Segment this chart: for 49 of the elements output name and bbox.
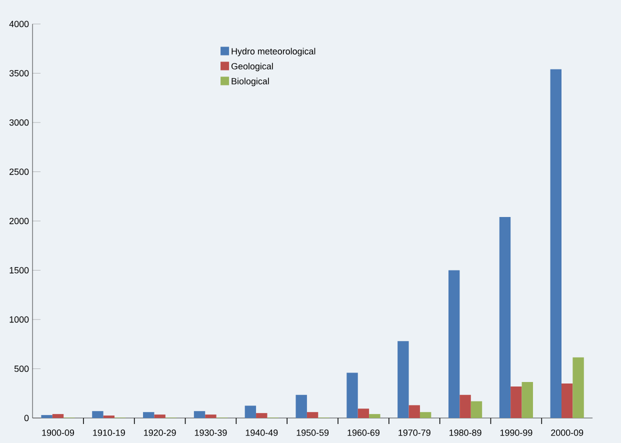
x-tick-label: 1910-19: [93, 430, 125, 436]
bar: [510, 386, 522, 418]
bar: [448, 270, 460, 418]
y-tick-label: 3000: [9, 119, 29, 126]
y-tick-label: 2000: [10, 218, 29, 224]
x-tick-label: 1990-99: [500, 430, 532, 436]
bar: [92, 411, 104, 418]
y-tick-label: 1000: [10, 316, 29, 323]
bar: [420, 412, 432, 418]
y-tick-label: 2500: [10, 168, 29, 175]
bar: [561, 384, 573, 418]
bar: [143, 412, 154, 418]
x-tick-label: 2000-09: [551, 430, 584, 436]
bar: [52, 414, 64, 418]
bar: [522, 382, 533, 418]
x-tick-label: 1980-89: [450, 430, 482, 436]
x-tick-label: 1970-79: [398, 430, 430, 436]
bar: [358, 408, 370, 418]
bar: [408, 405, 420, 418]
bar: [550, 69, 562, 418]
bar: [244, 406, 256, 418]
x-tick-label: 1900-09: [42, 430, 74, 436]
y-tick-label: 0: [24, 414, 29, 422]
bar: [194, 411, 206, 418]
y-tick-label: 3500: [9, 70, 29, 76]
bar: [296, 394, 307, 418]
bar: [470, 401, 482, 418]
bar: [398, 341, 409, 418]
x-tick-label: 1920-29: [144, 430, 176, 436]
bar: [346, 372, 358, 418]
y-tick-label: 500: [14, 366, 29, 372]
bar: [256, 413, 268, 418]
legend-label: Geological: [231, 62, 273, 72]
bar: [154, 414, 166, 418]
bar: [369, 414, 380, 418]
bar: [460, 394, 471, 418]
x-tick-label: 1940-49: [246, 430, 278, 436]
y-tick-label: 4000: [9, 20, 29, 28]
legend-label: Biological: [232, 78, 269, 86]
bar: [205, 414, 216, 418]
x-tick-label: 1930-39: [194, 430, 227, 436]
bar: [499, 217, 511, 418]
bar: [41, 415, 52, 418]
y-tick-label: 1500: [10, 267, 29, 274]
x-tick-label: 1950-59: [296, 430, 329, 436]
x-tick-label: 1960-69: [348, 430, 380, 436]
bar: [572, 357, 584, 418]
legend-label: Hydro meteorological: [232, 48, 316, 56]
bar: [306, 412, 318, 418]
